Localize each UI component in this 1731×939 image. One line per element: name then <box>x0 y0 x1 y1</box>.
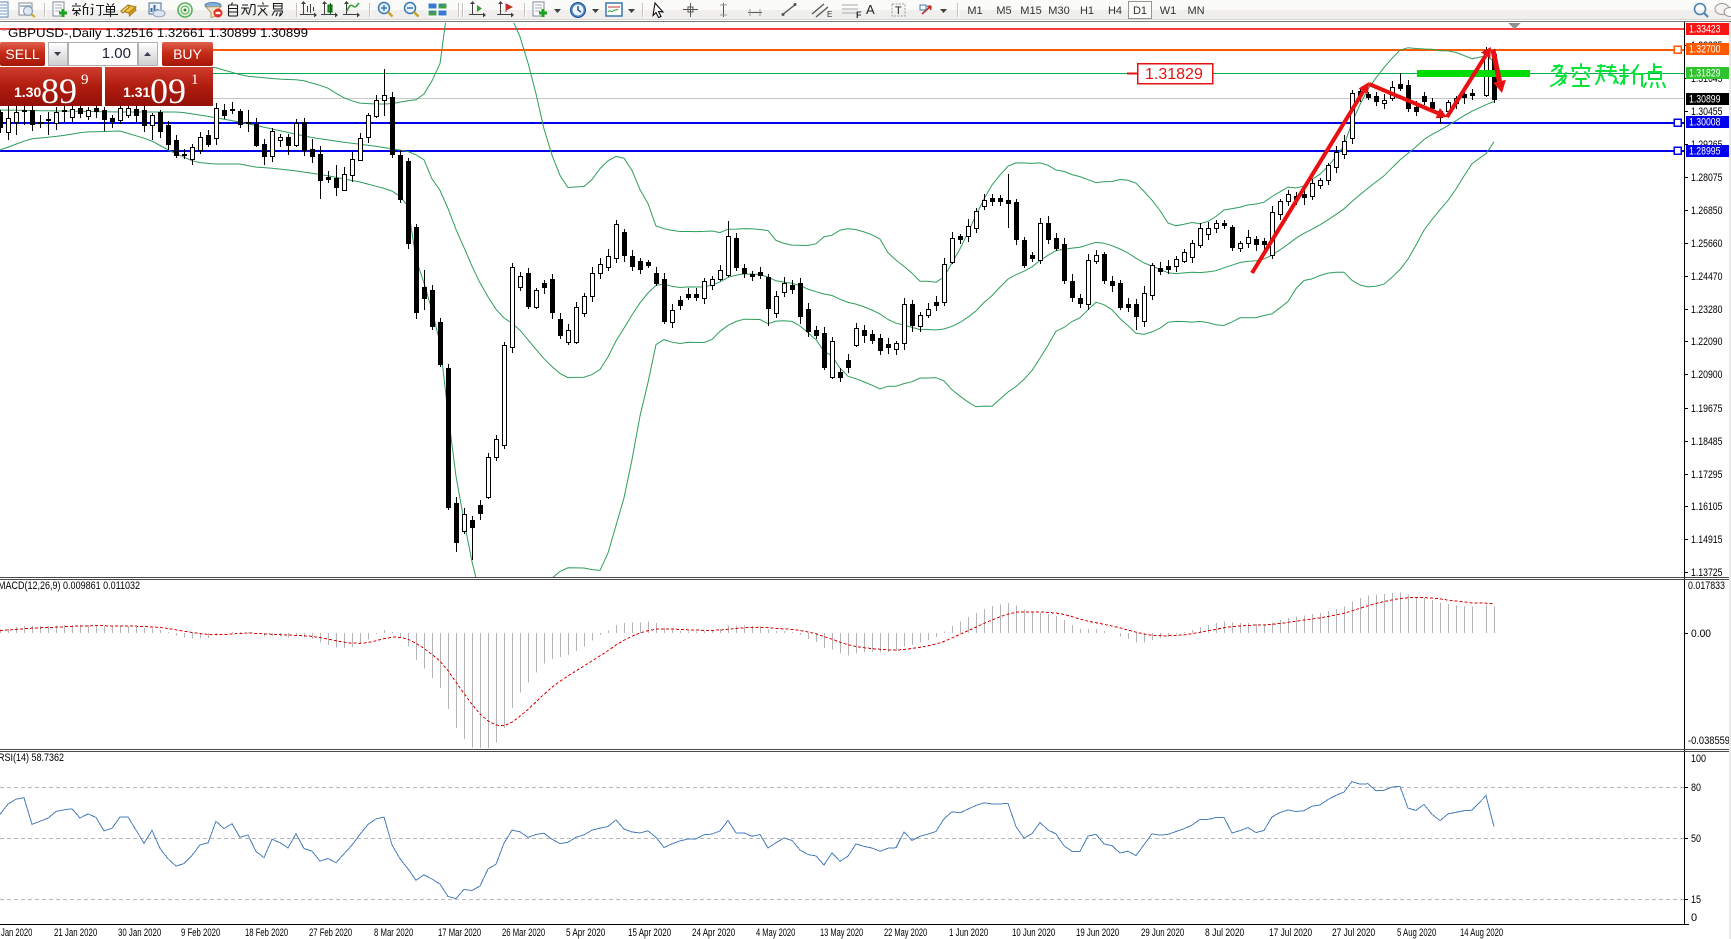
svg-text:1.20900: 1.20900 <box>1691 369 1723 381</box>
svg-text:1.13725: 1.13725 <box>1691 567 1723 579</box>
svg-text:1.28995: 1.28995 <box>1689 146 1721 158</box>
svg-text:A: A <box>866 2 875 17</box>
svg-text:1.23280: 1.23280 <box>1691 304 1723 316</box>
svg-text:MN: MN <box>1187 5 1204 17</box>
svg-text:24 Apr 2020: 24 Apr 2020 <box>692 927 735 939</box>
svg-text:1.32700: 1.32700 <box>1689 44 1721 56</box>
svg-text:D1: D1 <box>1133 5 1147 17</box>
svg-text:H1: H1 <box>1080 5 1094 17</box>
svg-text:18 Feb 2020: 18 Feb 2020 <box>245 927 288 939</box>
svg-text:1.16105: 1.16105 <box>1691 501 1723 513</box>
svg-text:1.14915: 1.14915 <box>1691 534 1723 546</box>
svg-text:10 Jun 2020: 10 Jun 2020 <box>1012 927 1055 939</box>
svg-text:H4: H4 <box>1108 5 1122 17</box>
svg-text:E: E <box>827 10 832 19</box>
svg-text:14 Aug 2020: 14 Aug 2020 <box>1460 927 1503 939</box>
svg-text:GBPUSD-,Daily 1.32516 1.32661: GBPUSD-,Daily 1.32516 1.32661 1.30899 1.… <box>8 26 308 40</box>
svg-text:1.17295: 1.17295 <box>1691 469 1723 481</box>
svg-text:M1: M1 <box>967 5 982 17</box>
svg-text:1.22090: 1.22090 <box>1691 336 1723 348</box>
svg-text:-0.038559: -0.038559 <box>1688 735 1730 747</box>
svg-text:22 May 2020: 22 May 2020 <box>884 927 927 939</box>
svg-text:0.017833: 0.017833 <box>1688 580 1725 592</box>
svg-text:15: 15 <box>1691 894 1701 906</box>
svg-text:17 Jul 2020: 17 Jul 2020 <box>1269 927 1312 939</box>
svg-text:1.28075: 1.28075 <box>1691 172 1723 184</box>
svg-text:M15: M15 <box>1020 5 1041 17</box>
svg-text:1.31829: 1.31829 <box>1145 66 1203 83</box>
svg-text:F: F <box>856 10 862 20</box>
svg-text:1.24470: 1.24470 <box>1691 271 1723 283</box>
svg-text:21 Jan 2020: 21 Jan 2020 <box>54 927 97 939</box>
svg-text:50: 50 <box>1691 833 1701 845</box>
svg-text:T: T <box>895 5 902 17</box>
svg-text:29 Jun 2020: 29 Jun 2020 <box>1141 927 1184 939</box>
svg-text:8 Mar 2020: 8 Mar 2020 <box>374 927 413 939</box>
svg-text:30 Jan 2020: 30 Jan 2020 <box>118 927 161 939</box>
svg-text:8 Jul 2020: 8 Jul 2020 <box>1205 927 1244 939</box>
svg-text:1.30899: 1.30899 <box>1689 94 1721 106</box>
svg-text:19 Jun 2020: 19 Jun 2020 <box>1076 927 1119 939</box>
svg-text:5 Apr 2020: 5 Apr 2020 <box>566 927 605 939</box>
svg-text:9 Feb 2020: 9 Feb 2020 <box>181 927 220 939</box>
svg-text:27 Feb 2020: 27 Feb 2020 <box>309 927 352 939</box>
svg-text:15 Apr 2020: 15 Apr 2020 <box>628 927 671 939</box>
svg-text:0.00: 0.00 <box>1691 628 1711 640</box>
svg-text:5 Aug 2020: 5 Aug 2020 <box>1397 927 1436 939</box>
svg-text:1.30008: 1.30008 <box>1689 117 1721 129</box>
svg-text:M5: M5 <box>996 5 1011 17</box>
svg-text:0: 0 <box>1691 912 1697 924</box>
svg-text:27 Jul 2020: 27 Jul 2020 <box>1332 927 1375 939</box>
svg-text:100: 100 <box>1691 753 1706 765</box>
svg-text:17 Mar 2020: 17 Mar 2020 <box>438 927 481 939</box>
svg-text:26 Mar 2020: 26 Mar 2020 <box>502 927 545 939</box>
svg-text:1.30455: 1.30455 <box>1691 106 1723 118</box>
svg-text:M30: M30 <box>1048 5 1069 17</box>
svg-text:1.19675: 1.19675 <box>1691 403 1723 415</box>
svg-text:RSI(14) 58.7362: RSI(14) 58.7362 <box>0 752 64 764</box>
svg-text:80: 80 <box>1691 782 1701 794</box>
svg-text:1.31829: 1.31829 <box>1689 68 1721 80</box>
svg-text:MACD(12,26,9) 0.009861 0.01103: MACD(12,26,9) 0.009861 0.011032 <box>0 580 140 592</box>
svg-text:W1: W1 <box>1160 5 1177 17</box>
svg-text:1.25660: 1.25660 <box>1691 238 1723 250</box>
svg-text:1 Jun 2020: 1 Jun 2020 <box>949 927 988 939</box>
svg-text:1.18485: 1.18485 <box>1691 436 1723 448</box>
svg-text:4 May 2020: 4 May 2020 <box>756 927 795 939</box>
svg-text:1.33423: 1.33423 <box>1689 24 1721 36</box>
svg-text:1.26850: 1.26850 <box>1691 205 1723 217</box>
svg-text:Jan 2020: Jan 2020 <box>1 927 32 939</box>
svg-text:13 May 2020: 13 May 2020 <box>820 927 863 939</box>
